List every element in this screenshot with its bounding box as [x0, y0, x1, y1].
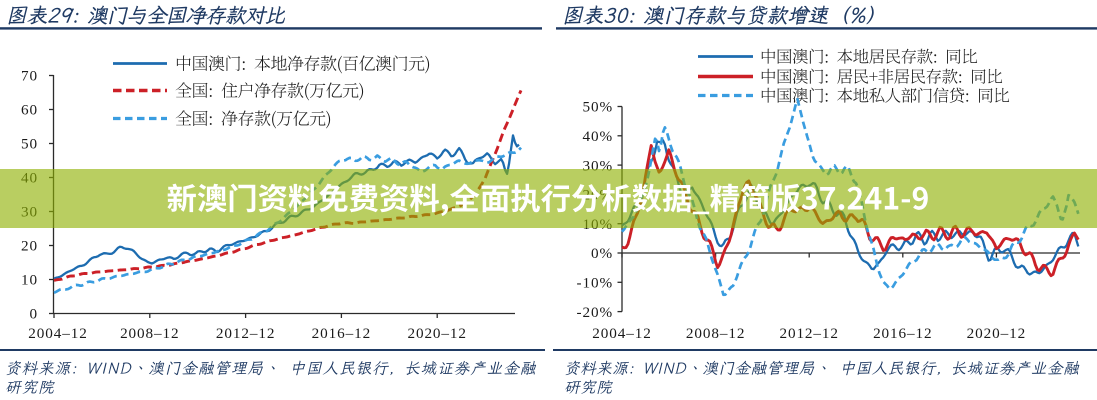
svg-text:2012–12: 2012–12	[779, 325, 838, 342]
svg-text:2004–12: 2004–12	[592, 325, 651, 342]
svg-text:2004–12: 2004–12	[28, 325, 87, 342]
svg-text:0%: 0%	[591, 245, 613, 262]
svg-text:2008–12: 2008–12	[686, 325, 745, 342]
svg-text:-10%: -10%	[577, 275, 614, 292]
svg-text:2020–12: 2020–12	[967, 325, 1026, 342]
svg-text:2016–12: 2016–12	[312, 325, 371, 342]
svg-text:10: 10	[21, 272, 38, 289]
svg-text:2016–12: 2016–12	[873, 325, 932, 342]
svg-text:2012–12: 2012–12	[216, 325, 275, 342]
svg-text:50%: 50%	[582, 99, 613, 116]
svg-text:60: 60	[21, 102, 38, 119]
svg-text:-20%: -20%	[577, 304, 614, 321]
svg-text:50: 50	[21, 136, 38, 153]
svg-text:0: 0	[30, 306, 39, 323]
svg-text:2008–12: 2008–12	[120, 325, 179, 342]
svg-text:70: 70	[21, 68, 38, 85]
svg-text:20: 20	[21, 238, 38, 255]
svg-text:2020–12: 2020–12	[407, 325, 466, 342]
svg-text:40%: 40%	[582, 128, 613, 145]
